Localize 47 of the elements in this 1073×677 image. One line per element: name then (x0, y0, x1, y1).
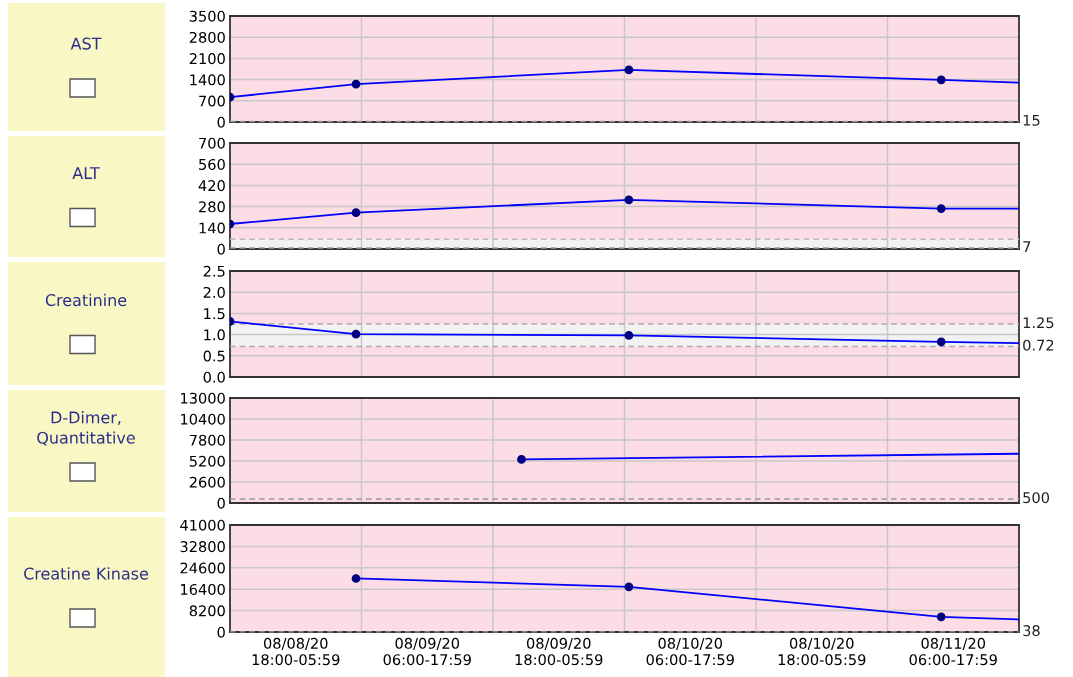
y-axis-title: Creatine Kinase (24, 567, 148, 580)
y-tick-label: 2100 (189, 53, 225, 65)
y-tick-label: 1.5 (204, 308, 225, 320)
y-tick-label: 13000 (181, 392, 225, 404)
y-axis-title: AST (70, 37, 102, 50)
y-tick-label: 0 (217, 626, 225, 638)
ref-line-label: 38 (1023, 625, 1040, 637)
y-tick-label: 24600 (180, 562, 225, 574)
y-tick-label: 2800 (189, 31, 225, 43)
y-tick-label: 1400 (190, 74, 225, 86)
x-tick-label: 08/11/20 06:00-17:59 (909, 637, 997, 666)
y-tick-label: 0.5 (203, 350, 225, 362)
y-tick-label: 5200 (189, 455, 225, 467)
y-tick-label: 700 (199, 95, 225, 107)
ref-line-label: 0.72 (1023, 339, 1054, 351)
y-axis-title: ALT (72, 167, 100, 179)
y-tick-label: 420 (198, 180, 225, 192)
y-tick-label: 0 (217, 243, 225, 255)
y-tick-label: 8200 (189, 605, 225, 617)
ref-line-label: 7 (1023, 241, 1031, 252)
y-tick-label: 700 (199, 137, 225, 149)
x-tick-label: 08/08/20 18:00-05:59 (252, 637, 340, 666)
x-tick-label: 08/09/20 18:00-05:59 (515, 637, 603, 666)
y-tick-label: 280 (199, 201, 225, 213)
y-tick-label: 2.5 (203, 265, 225, 277)
y-tick-label: 41000 (180, 519, 225, 531)
ref-line-label: 15 (1023, 114, 1040, 126)
x-tick-label: 08/10/20 06:00-17:59 (646, 637, 734, 666)
y-tick-label: 2600 (189, 476, 225, 488)
y-tick-label: 1.0 (204, 329, 225, 341)
y-tick-label: 32800 (180, 541, 225, 553)
y-tick-label: 7800 (189, 434, 225, 446)
x-tick-label: 08/10/20 18:00-05:59 (778, 637, 866, 666)
y-tick-label: 0.0 (203, 371, 225, 383)
y-tick-label: 140 (199, 222, 225, 234)
y-tick-label: 2.0 (203, 286, 225, 298)
y-tick-label: 0 (217, 116, 225, 128)
y-tick-label: 10400 (181, 413, 225, 425)
ref-line-label: 500 (1023, 492, 1050, 504)
x-tick-label: 08/09/20 06:00-17:59 (383, 637, 471, 666)
y-axis-title: Creatinine (45, 293, 127, 307)
y-tick-label: 560 (199, 158, 225, 170)
y-axis-title: D-Dimer, Quantitative (37, 411, 135, 446)
y-tick-label: 3500 (189, 10, 225, 22)
ref-line-label: 1.25 (1023, 317, 1054, 329)
y-tick-label: 16400 (181, 583, 225, 595)
y-tick-label: 0 (217, 497, 225, 509)
